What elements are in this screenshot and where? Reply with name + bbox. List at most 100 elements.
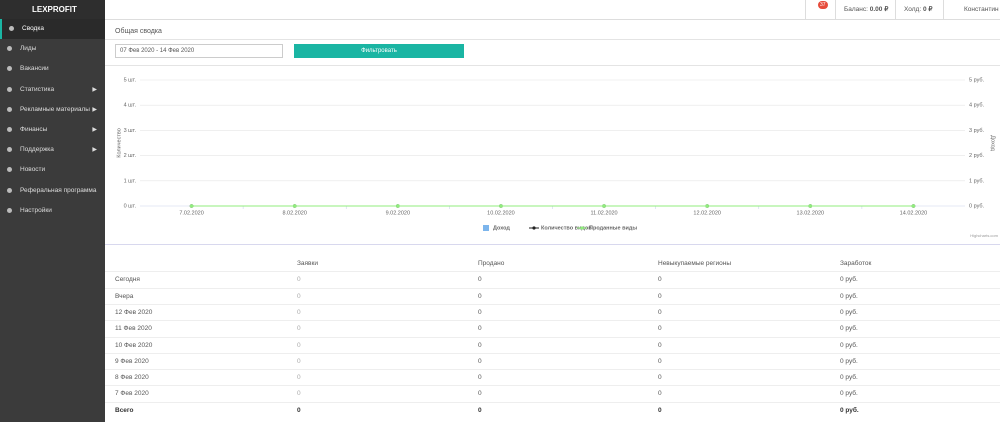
menu-icon bbox=[9, 26, 14, 31]
table-cell: 0 руб. bbox=[840, 325, 858, 333]
x-tick-label: 14.02.2020 bbox=[900, 210, 928, 216]
y-tick-label: 0 шт. bbox=[124, 203, 137, 209]
date-input[interactable]: 07 Фев 2020 - 14 Фев 2020 bbox=[115, 44, 283, 58]
menu-arrow: ▶ bbox=[92, 106, 97, 113]
menu-icon bbox=[7, 46, 12, 52]
x-tick-label: 13.02.2020 bbox=[797, 210, 825, 216]
menu-label: Статистика bbox=[20, 85, 55, 93]
table-cell: 0 bbox=[478, 357, 482, 365]
legend-label[interactable]: Проданные виды bbox=[589, 225, 637, 231]
table-cell: 0 руб. bbox=[840, 357, 858, 365]
legend-swatch bbox=[483, 225, 489, 231]
chart: 0 шт. 1 шт. 2 шт. 3 шт. 4 шт. 5 шт. 0 руб. 1 ру… bbox=[116, 77, 998, 238]
x-tick-label: 10.02.2020 bbox=[487, 210, 515, 216]
content: Общая сводка 07 Фев 2020 - 14 Фев 2020 Ф… bbox=[105, 20, 1000, 422]
menu-label: Поддержка bbox=[20, 146, 54, 154]
menu-item[interactable]: Новости bbox=[0, 160, 105, 180]
table-cell: 0 bbox=[658, 357, 662, 365]
row-divider bbox=[105, 352, 1000, 354]
menu-item[interactable]: Статистика ▶ bbox=[0, 80, 105, 100]
table-cell: 0 bbox=[297, 341, 301, 349]
hold: Холд: 0 ₽ bbox=[895, 0, 944, 19]
x-tick-label: 12.02.2020 bbox=[693, 210, 721, 216]
y2-tick-label: 2 руб. bbox=[969, 153, 985, 159]
column-header: Продано bbox=[478, 260, 505, 267]
row-divider bbox=[105, 287, 1000, 289]
table-cell: 0 bbox=[658, 308, 662, 316]
notifications[interactable]: 37 bbox=[805, 0, 836, 19]
x-tick-label: 11.02.2020 bbox=[591, 210, 618, 216]
column-header: Невыкупаемые регионы bbox=[658, 260, 732, 267]
table-cell: Сегодня bbox=[115, 276, 140, 284]
point bbox=[808, 204, 813, 208]
menu-icon bbox=[7, 127, 12, 132]
point bbox=[189, 204, 194, 208]
row-divider bbox=[105, 271, 1000, 273]
divider bbox=[105, 65, 1000, 66]
credit: Highcharts.com bbox=[970, 233, 998, 238]
table-cell: 0 bbox=[658, 406, 662, 414]
column-header: Заработок bbox=[840, 260, 872, 267]
top-bar: 37 Баланс: 0.00 ₽ Холд: 0 ₽ Константин bbox=[105, 0, 1000, 20]
table-cell: 0 bbox=[658, 325, 662, 333]
y-tick-label: 2 шт. bbox=[124, 153, 137, 159]
menu-item[interactable]: Лиды bbox=[0, 39, 105, 59]
y2-tick-label: 4 руб. bbox=[969, 103, 985, 109]
point bbox=[499, 204, 503, 208]
menu-item[interactable]: Вакансии bbox=[0, 59, 105, 79]
menu-arrow: ▶ bbox=[92, 127, 97, 133]
menu-label: Сводка bbox=[22, 25, 44, 32]
table-cell: 0 руб. bbox=[840, 390, 858, 398]
table-cell: 0 руб. bbox=[840, 292, 858, 300]
hold-label: Холд: bbox=[904, 6, 922, 13]
y2-tick-label: 5 руб. bbox=[969, 77, 985, 83]
logo[interactable]: LEXPROFIT bbox=[0, 0, 105, 19]
table-cell: 0 bbox=[297, 276, 301, 284]
point bbox=[396, 204, 400, 208]
row-divider bbox=[105, 401, 1000, 403]
x-tick-label: 8.02.2020 bbox=[282, 210, 306, 216]
menu-label: Вакансии bbox=[20, 65, 49, 73]
table-cell: 0 bbox=[658, 374, 662, 382]
row-divider bbox=[105, 369, 1000, 371]
table-cell: 0 bbox=[297, 308, 301, 316]
y2-tick-label: 3 руб. bbox=[969, 128, 985, 134]
menu-item[interactable]: Финансы ▶ bbox=[0, 120, 105, 140]
table-cell: 0 bbox=[478, 308, 482, 316]
menu-item[interactable]: Сводка bbox=[0, 19, 105, 39]
point bbox=[292, 204, 297, 208]
menu-label: Реферальная программа bbox=[20, 186, 97, 194]
y-axis-label: Количество bbox=[116, 128, 122, 158]
point bbox=[602, 204, 606, 208]
y-tick-label: 5 шт. bbox=[124, 77, 137, 83]
legend-label[interactable]: Количество видов bbox=[541, 225, 592, 231]
table-cell: 0 bbox=[658, 276, 662, 284]
menu-icon bbox=[7, 66, 12, 72]
table-cell: 0 bbox=[297, 292, 301, 300]
menu-item[interactable]: Настройки bbox=[0, 201, 105, 221]
table-cell: 0 руб. bbox=[840, 308, 858, 316]
legend-swatch bbox=[532, 226, 536, 230]
table-cell: 0 bbox=[478, 390, 482, 398]
menu-label: Настройки bbox=[20, 206, 52, 214]
legend-label[interactable]: Доход bbox=[493, 225, 510, 231]
menu-item[interactable]: Поддержка ▶ bbox=[0, 140, 105, 160]
row-divider bbox=[105, 385, 1000, 387]
menu-icon bbox=[7, 167, 12, 173]
table-cell: 0 bbox=[297, 406, 301, 414]
menu-label: Новости bbox=[20, 166, 46, 174]
table-cell: 0 руб. bbox=[840, 276, 858, 284]
row-divider bbox=[105, 320, 1000, 322]
x-tick-label: 7.02.2020 bbox=[179, 210, 203, 216]
table-cell: 0 bbox=[478, 341, 482, 349]
menu-item[interactable]: Реферальная программа bbox=[0, 181, 105, 201]
user[interactable]: Константин bbox=[943, 0, 1000, 19]
table-cell: 0 bbox=[478, 325, 482, 333]
y-tick-label: 4 шт. bbox=[124, 103, 137, 109]
y-tick-label: 1 шт. bbox=[124, 178, 137, 184]
x-tick-label: 9.02.2020 bbox=[386, 210, 410, 216]
menu-item[interactable]: Рекламные материалы ▶ bbox=[0, 100, 105, 120]
point bbox=[705, 204, 709, 208]
menu-label: Рекламные материалы bbox=[20, 105, 90, 113]
filter-button[interactable]: Фильтровать bbox=[294, 44, 464, 58]
